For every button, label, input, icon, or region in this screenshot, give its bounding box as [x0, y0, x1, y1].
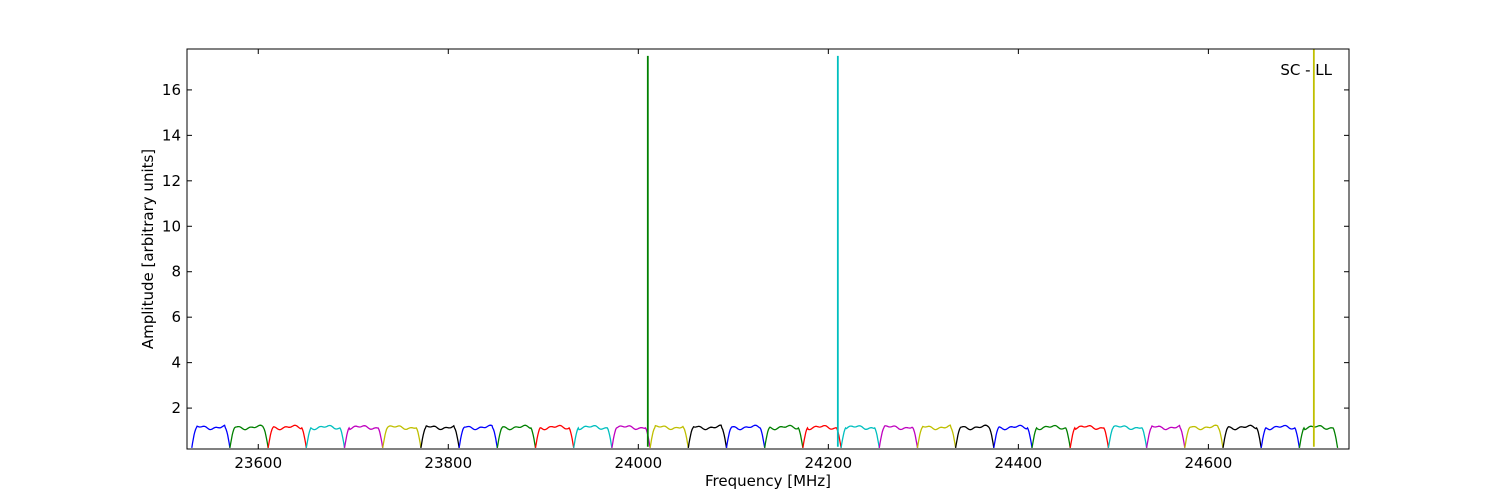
channel-passband-line	[229, 424, 269, 449]
channel-passband-line	[764, 424, 804, 449]
channel-passband-line	[840, 425, 880, 449]
channel-passband-line	[1260, 424, 1301, 449]
y-axis-label: Amplitude [arbitrary units]	[139, 149, 157, 349]
x-tick-label: 24200	[804, 454, 852, 472]
channel-passband-line	[496, 424, 537, 449]
channel-passband-line	[1107, 425, 1148, 449]
channel-passband-line	[382, 425, 422, 449]
x-axis-label: Frequency [MHz]	[705, 472, 831, 490]
plot-series-layer	[191, 49, 1339, 449]
channel-passband-line	[305, 424, 346, 449]
y-tick-label: 16	[162, 81, 181, 99]
channel-passband-line	[916, 424, 957, 448]
plot-frame	[186, 48, 1350, 450]
x-tick-label: 24000	[614, 454, 662, 472]
channel-passband-line	[420, 424, 460, 449]
channel-passband-line	[802, 424, 842, 449]
channel-passband-line	[1184, 424, 1224, 449]
channel-passband-line	[1031, 424, 1071, 449]
y-tick-label: 2	[171, 399, 181, 417]
y-tick-label: 10	[162, 217, 181, 235]
y-tick-label: 8	[171, 263, 181, 281]
x-tick-label: 24600	[1185, 454, 1233, 472]
channel-passband-line	[687, 424, 728, 449]
y-tick-label: 12	[162, 172, 181, 190]
x-axis-ticks: 23600 23800 24000 24200 24400 24600	[234, 49, 1232, 472]
channel-passband-line	[954, 424, 995, 449]
x-tick-label: 23800	[424, 454, 472, 472]
y-tick-label: 6	[171, 308, 181, 326]
channel-passband-line	[534, 424, 575, 449]
channel-passband-line	[191, 424, 231, 448]
chart-annotation: SC - LL	[1280, 61, 1332, 79]
y-tick-label: 4	[171, 354, 181, 372]
channel-passband-line	[878, 425, 919, 449]
y-axis-ticks: 2 4 6 8 10 12 14 16	[162, 81, 1349, 417]
channel-passband-line	[1298, 425, 1339, 449]
channel-passband-line	[458, 424, 498, 449]
channel-passband-line	[1145, 424, 1186, 449]
channel-passband-line	[267, 424, 307, 449]
channel-passband-line	[573, 424, 613, 449]
channel-passband-line	[725, 424, 766, 449]
channel-passband-line	[649, 424, 689, 449]
channel-passband-line	[993, 424, 1033, 449]
channel-passband-line	[1069, 425, 1110, 449]
channel-passband-line	[343, 425, 384, 449]
x-tick-label: 24400	[994, 454, 1042, 472]
channel-passband-line	[611, 425, 651, 449]
x-tick-label: 23600	[234, 454, 282, 472]
channel-passband-line	[1222, 424, 1262, 449]
y-tick-label: 14	[162, 126, 181, 144]
